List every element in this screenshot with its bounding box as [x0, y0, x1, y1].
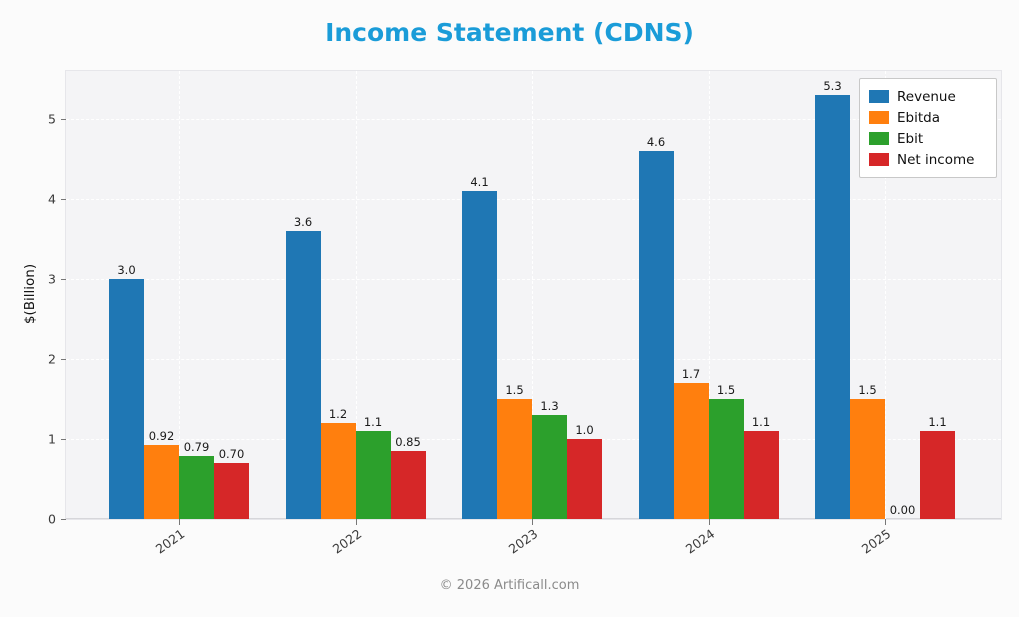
legend-item: Revenue — [869, 86, 987, 107]
legend-label: Revenue — [897, 88, 956, 105]
x-tick-mark — [885, 519, 886, 525]
y-tick-mark — [61, 439, 66, 440]
bar-value-label: 1.7 — [681, 367, 701, 381]
bar-value-label: 5.3 — [823, 79, 842, 93]
bar-value-label: 0.70 — [218, 447, 245, 461]
y-tick-mark — [61, 199, 66, 200]
gridline-vertical — [885, 71, 886, 519]
x-tick-label-text: 2025 — [858, 526, 894, 557]
bar-ebitda — [673, 383, 709, 519]
plot-area: 0 1 2 3 4 5 2021 2022 2023 2024 2025 3.0 3.6 4.1 4.6 5.… — [48, 70, 1002, 557]
x-tick-label-text: 2022 — [329, 526, 365, 557]
gridline-horizontal — [66, 279, 1001, 280]
legend-label: Ebitda — [897, 109, 940, 126]
bar-net-income — [390, 451, 426, 519]
legend-item: Net income — [869, 149, 987, 170]
y-tick-mark — [61, 119, 66, 120]
footer-credit: © 2026 Artificall.com — [439, 578, 580, 593]
legend: Revenue Ebitda Ebit Net income — [859, 78, 997, 178]
legend-swatch — [869, 132, 889, 145]
bar-net-income — [743, 431, 779, 519]
bar-ebit — [532, 415, 567, 519]
x-tick-mark — [179, 519, 180, 525]
bar-value-label: 1.1 — [751, 415, 771, 429]
bar-value-label: 0.00 — [889, 503, 916, 517]
bar-value-label: 1.2 — [328, 407, 348, 421]
bar-value-label: 3.0 — [117, 263, 136, 277]
bar-value-label: 1.0 — [575, 423, 594, 437]
gridline-horizontal — [66, 119, 1001, 120]
bar-value-label: 4.1 — [470, 175, 489, 189]
bar-net-income — [567, 439, 602, 519]
bar-value-label: 0.79 — [183, 440, 210, 454]
bar-value-label: 1.3 — [540, 399, 559, 413]
x-tick-mark — [355, 519, 357, 525]
bar-revenue — [815, 95, 850, 519]
x-tick-mark — [532, 519, 533, 525]
bar-value-label: 1.1 — [363, 415, 383, 429]
legend-label: Ebit — [897, 130, 924, 147]
x-tick-mark — [708, 519, 710, 525]
bar-revenue — [285, 231, 321, 519]
y-tick-mark — [61, 519, 66, 520]
bar-value-label: 4.6 — [646, 135, 666, 149]
legend-swatch — [869, 111, 889, 124]
y-tick-label: 4 — [48, 191, 56, 207]
y-tick-label: 1 — [48, 431, 56, 447]
gridline-horizontal — [66, 359, 1001, 360]
legend-label: Net income — [897, 151, 975, 168]
bar-net-income — [920, 431, 955, 519]
bar-value-label: 0.85 — [395, 435, 421, 449]
chart-title: Income Statement (CDNS) — [325, 18, 694, 47]
bar-ebit — [179, 456, 214, 519]
y-tick-label: 5 — [48, 111, 56, 127]
bar-ebitda — [144, 445, 179, 519]
bar-ebitda — [850, 399, 885, 519]
gridline-vertical — [708, 71, 710, 519]
y-tick-mark — [61, 359, 66, 360]
bar-ebit — [708, 399, 744, 519]
gridline-vertical — [355, 71, 357, 519]
legend-swatch — [869, 90, 889, 103]
gridline-horizontal — [66, 199, 1001, 200]
bar-ebitda — [497, 399, 532, 519]
bar-revenue — [638, 151, 674, 519]
legend-item: Ebit — [869, 128, 987, 149]
legend-item: Ebitda — [869, 107, 987, 128]
bar-revenue — [462, 191, 497, 519]
y-tick-label: 3 — [48, 271, 56, 287]
y-axis-label: $(Billion) — [22, 263, 38, 325]
bar-revenue — [109, 279, 144, 519]
bar-value-label: 1.5 — [505, 383, 524, 397]
bar-net-income — [214, 463, 249, 519]
bar-value-label: 1.1 — [928, 415, 947, 429]
bar-value-label: 1.5 — [716, 383, 736, 397]
y-tick-mark — [61, 279, 66, 280]
bar-ebitda — [320, 423, 356, 519]
y-tick-label: 2 — [48, 351, 56, 367]
bar-ebit — [355, 431, 391, 519]
x-tick-label-text: 2024 — [682, 526, 718, 557]
x-tick-label-text: 2021 — [152, 526, 188, 557]
bar-value-label: 3.6 — [293, 215, 313, 229]
legend-swatch — [869, 153, 889, 166]
gridline-vertical — [532, 71, 533, 519]
bar-value-label: 0.92 — [148, 429, 175, 443]
y-tick-label: 0 — [48, 511, 56, 527]
gridline-vertical — [179, 71, 180, 519]
x-tick-label-text: 2023 — [505, 526, 541, 557]
bar-value-label: 1.5 — [858, 383, 877, 397]
